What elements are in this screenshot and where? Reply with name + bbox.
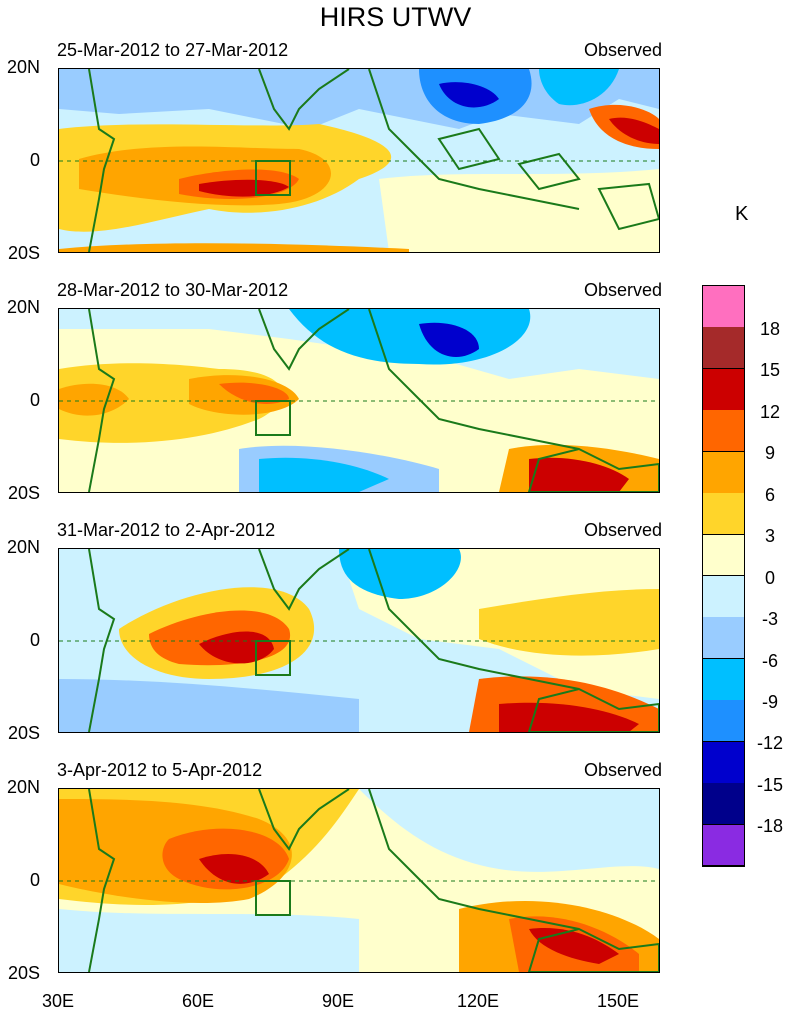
panel-tag: Observed — [583, 40, 662, 60]
colorbar-box — [703, 368, 744, 411]
lat-label: 20N — [6, 537, 40, 557]
colorbar-box — [703, 658, 744, 701]
colorbar-box — [703, 410, 744, 453]
map-panel-4: 3-Apr-2012 to 5-Apr-2012 Observed — [0, 760, 700, 996]
colorbar-box — [703, 451, 744, 494]
colorbar-label: -9 — [761, 692, 778, 712]
lon-label: 120E — [456, 991, 500, 1011]
colorbar-box — [703, 327, 744, 370]
panel-tag: Observed — [583, 280, 662, 300]
lat-label: 20S — [7, 723, 40, 743]
map-panel-1: 25-Mar-2012 to 27-Mar-2012 Observed — [0, 40, 700, 276]
lat-label: 20N — [6, 777, 40, 797]
colorbar-label: -18 — [756, 816, 783, 836]
lat-label: 20N — [6, 297, 40, 317]
lon-label: 60E — [181, 991, 215, 1011]
colorbar-label: -12 — [756, 733, 783, 753]
panel-date: 3-Apr-2012 to 5-Apr-2012 — [57, 760, 263, 780]
lat-label: 20S — [7, 483, 40, 503]
colorbar-label: 9 — [764, 443, 775, 463]
colorbar-box — [703, 617, 744, 660]
lat-label: 0 — [29, 390, 40, 410]
anomaly-map — [58, 68, 660, 253]
colorbar-box — [703, 576, 744, 618]
map-panel-2: 28-Mar-2012 to 30-Mar-2012 Observed — [0, 280, 700, 516]
anomaly-map — [58, 308, 660, 493]
lon-label: 30E — [41, 991, 75, 1011]
lon-label: 150E — [596, 991, 640, 1011]
lat-label: 20N — [6, 57, 40, 77]
colorbar-box — [703, 286, 744, 328]
lat-label: 0 — [29, 630, 40, 650]
lat-label: 20S — [7, 963, 40, 983]
lat-label: 0 — [29, 870, 40, 890]
lon-label: 90E — [321, 991, 355, 1011]
map-panel-3: 31-Mar-2012 to 2-Apr-2012 Observed — [0, 520, 700, 756]
colorbar-label: -6 — [761, 651, 778, 671]
colorbar-box — [703, 534, 744, 577]
colorbar-box — [703, 700, 744, 743]
figure-title: HIRS UTWV — [319, 2, 472, 32]
colorbar-label: -15 — [756, 775, 783, 795]
colorbar-label: 0 — [764, 568, 775, 588]
lat-label: 20S — [7, 243, 40, 263]
colorbar-label: 15 — [759, 360, 781, 380]
colorbar-label: 18 — [759, 319, 781, 339]
anomaly-map — [58, 548, 660, 733]
panel-tag: Observed — [583, 760, 662, 780]
colorbar-label: 12 — [759, 402, 781, 422]
colorbar-unit: K — [735, 203, 749, 225]
colorbar-label: -3 — [761, 609, 778, 629]
colorbar-label: 3 — [764, 526, 775, 546]
colorbar-label: 6 — [764, 485, 775, 505]
colorbar-box — [703, 493, 744, 536]
panel-date: 28-Mar-2012 to 30-Mar-2012 — [57, 280, 289, 300]
anomaly-map — [58, 788, 660, 973]
panel-tag: Observed — [583, 520, 662, 540]
lat-label: 0 — [29, 150, 40, 170]
panel-date: 31-Mar-2012 to 2-Apr-2012 — [57, 520, 276, 540]
colorbar — [702, 285, 745, 867]
colorbar-box — [703, 741, 744, 784]
panel-date: 25-Mar-2012 to 27-Mar-2012 — [57, 40, 289, 60]
colorbar-box — [703, 783, 744, 826]
colorbar-box — [703, 824, 744, 867]
